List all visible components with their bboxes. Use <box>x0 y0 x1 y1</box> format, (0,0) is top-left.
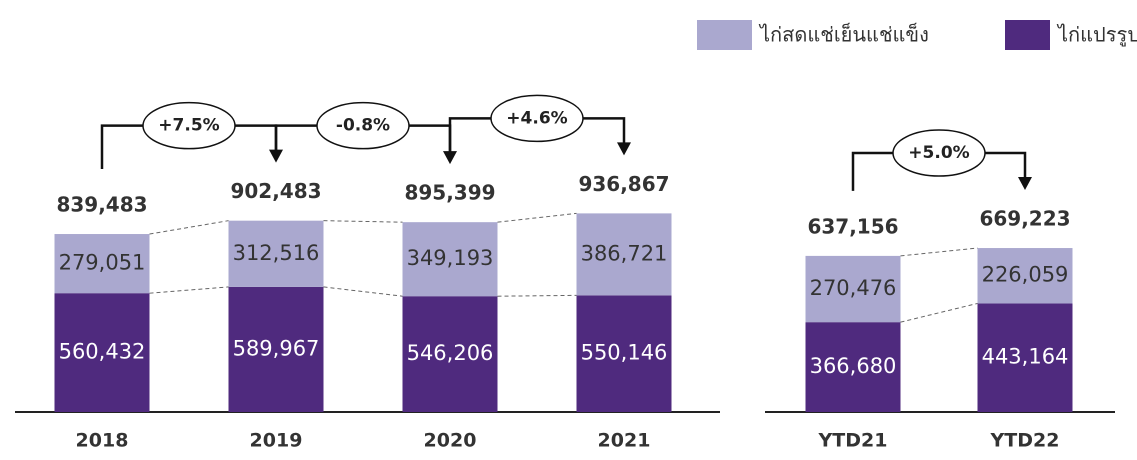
connector <box>323 286 403 297</box>
bar-segment <box>402 296 498 412</box>
growth-arrowhead <box>443 151 457 165</box>
x-tick-label: YTD21 <box>818 430 888 452</box>
connector <box>900 247 978 257</box>
connector <box>149 286 229 294</box>
bar-segment <box>576 295 672 412</box>
growth-bubble <box>490 94 584 143</box>
connector <box>900 302 978 323</box>
growth-label: +5.0% <box>908 143 969 163</box>
growth-arrowhead <box>1018 177 1032 191</box>
x-tick-label: 2018 <box>76 430 129 452</box>
growth-label: -0.8% <box>336 116 390 136</box>
bar-segment <box>228 286 324 412</box>
value-label: 443,164 <box>982 345 1069 369</box>
bar-segment <box>402 222 498 297</box>
value-label: 386,721 <box>581 241 668 265</box>
value-label: 349,193 <box>407 246 494 270</box>
total-label: 637,156 <box>807 214 898 238</box>
value-label: 226,059 <box>982 263 1069 287</box>
growth-label: +7.5% <box>158 116 219 136</box>
growth-bubble <box>142 101 236 150</box>
total-label: 902,483 <box>230 179 321 203</box>
x-tick-label: 2021 <box>598 430 651 452</box>
bar-segment <box>54 234 150 294</box>
total-label: 895,399 <box>404 181 495 205</box>
growth-label: +4.6% <box>506 108 567 128</box>
growth-arrowhead <box>269 149 283 163</box>
value-label: 560,432 <box>59 340 146 364</box>
bar-segment <box>977 248 1073 304</box>
total-label: 936,867 <box>578 172 669 196</box>
value-label: 550,146 <box>581 341 668 365</box>
value-label: 270,476 <box>810 276 897 300</box>
connector <box>323 220 403 223</box>
growth-bubble <box>892 129 986 177</box>
value-label: 546,206 <box>407 341 494 365</box>
x-tick-label: 2019 <box>250 430 303 452</box>
legend-label: ไก่สดแช่เย็นแช่แข็ง <box>758 22 929 47</box>
total-label: 839,483 <box>56 193 147 217</box>
legend-swatch <box>1005 20 1050 50</box>
value-label: 366,680 <box>810 354 897 378</box>
bar-segment <box>576 213 672 296</box>
x-tick-label: YTD22 <box>990 430 1060 452</box>
x-tick-label: 2020 <box>424 430 477 452</box>
connector <box>149 220 229 235</box>
bar-segment <box>54 293 150 412</box>
connector <box>497 212 577 223</box>
bar-segment <box>805 255 901 323</box>
legend-label: ไก่แปรรูป <box>1056 23 1137 48</box>
value-label: 279,051 <box>59 251 146 275</box>
value-label: 589,967 <box>233 336 320 360</box>
total-label: 669,223 <box>979 207 1070 231</box>
growth-bubble <box>316 101 410 150</box>
growth-arrowhead <box>617 142 631 156</box>
connector <box>497 294 577 297</box>
value-label: 312,516 <box>233 241 320 265</box>
bar-segment <box>977 303 1073 412</box>
bar-segment <box>228 220 324 287</box>
bar-segment <box>805 322 901 412</box>
legend-swatch <box>697 20 752 50</box>
